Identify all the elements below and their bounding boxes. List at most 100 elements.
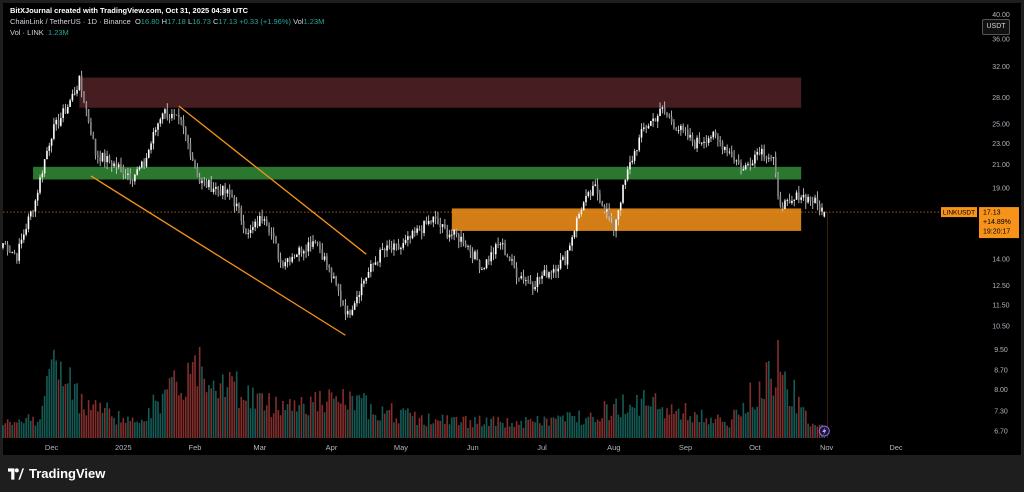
candle-body[interactable] — [143, 161, 145, 167]
candle-body[interactable] — [761, 148, 763, 155]
candle-body[interactable] — [798, 192, 800, 200]
candle-body[interactable] — [779, 196, 782, 206]
candle-body[interactable] — [27, 216, 30, 230]
candle-body[interactable] — [673, 121, 675, 129]
candle-body[interactable] — [16, 253, 18, 261]
candle-body[interactable] — [730, 151, 733, 157]
candle-body[interactable] — [36, 192, 39, 201]
candle-body[interactable] — [506, 254, 509, 258]
candle-body[interactable] — [145, 157, 148, 167]
candle-body[interactable] — [87, 109, 90, 122]
candle-body[interactable] — [219, 189, 222, 196]
candle-body[interactable] — [420, 230, 423, 233]
candle-body[interactable] — [247, 232, 250, 234]
candle-body[interactable] — [161, 113, 164, 120]
candle-body[interactable] — [522, 276, 525, 281]
candle-body[interactable] — [90, 121, 92, 135]
candle-body[interactable] — [719, 139, 722, 143]
candle-body[interactable] — [499, 244, 502, 246]
candle-body[interactable] — [564, 256, 566, 265]
candle-body[interactable] — [744, 165, 747, 170]
candle-body[interactable] — [638, 137, 641, 151]
candle-body[interactable] — [210, 180, 213, 193]
candle-body[interactable] — [388, 245, 391, 248]
candle-body[interactable] — [178, 115, 180, 118]
candle-body[interactable] — [437, 218, 439, 224]
candle-body[interactable] — [242, 220, 245, 230]
candle-body[interactable] — [127, 173, 129, 175]
candle-body[interactable] — [411, 230, 414, 239]
candle-body[interactable] — [166, 109, 169, 119]
candle-body[interactable] — [733, 156, 735, 161]
candle-body[interactable] — [78, 75, 81, 91]
candle-body[interactable] — [740, 162, 742, 171]
candle-body[interactable] — [141, 161, 143, 168]
candle-body[interactable] — [490, 252, 492, 262]
candle-body[interactable] — [520, 276, 523, 279]
candle-body[interactable] — [231, 194, 233, 198]
candle-body[interactable] — [462, 236, 465, 244]
candle-body[interactable] — [559, 259, 562, 269]
candle-body[interactable] — [821, 207, 823, 212]
candle-body[interactable] — [788, 200, 791, 204]
candle-body[interactable] — [291, 256, 294, 262]
candle-body[interactable] — [414, 230, 416, 233]
candle-body[interactable] — [527, 280, 529, 281]
candle-body[interactable] — [501, 243, 504, 245]
candle-body[interactable] — [157, 123, 159, 130]
candle-body[interactable] — [39, 177, 41, 193]
candle-body[interactable] — [571, 237, 573, 246]
candle-body[interactable] — [441, 224, 444, 227]
candle-body[interactable] — [802, 194, 805, 198]
candle-body[interactable] — [677, 130, 680, 131]
candle-body[interactable] — [270, 232, 273, 234]
candle-body[interactable] — [46, 150, 48, 160]
candle-body[interactable] — [358, 295, 361, 297]
candle-body[interactable] — [249, 229, 252, 233]
candle-body[interactable] — [710, 137, 712, 139]
candle-body[interactable] — [471, 252, 474, 260]
candle-body[interactable] — [201, 180, 203, 184]
candle-body[interactable] — [432, 216, 435, 223]
candle-body[interactable] — [781, 205, 784, 210]
candle-body[interactable] — [784, 200, 786, 210]
candle-body[interactable] — [168, 118, 171, 119]
candle-body[interactable] — [594, 184, 597, 186]
candle-body[interactable] — [342, 300, 344, 306]
candle-body[interactable] — [575, 218, 578, 232]
candle-body[interactable] — [32, 211, 34, 213]
candle-body[interactable] — [43, 159, 46, 174]
candle-body[interactable] — [18, 243, 21, 261]
candle-body[interactable] — [587, 192, 590, 197]
candle-body[interactable] — [293, 256, 296, 258]
candle-body[interactable] — [180, 117, 182, 120]
candle-body[interactable] — [476, 251, 479, 261]
candle-body[interactable] — [631, 160, 634, 163]
candle-body[interactable] — [767, 157, 770, 159]
candle-body[interactable] — [360, 283, 363, 296]
candle-body[interactable] — [633, 150, 636, 161]
candle-body[interactable] — [515, 267, 518, 278]
candle-body[interactable] — [640, 128, 643, 138]
candle-body[interactable] — [80, 75, 83, 92]
candle-body[interactable] — [474, 251, 476, 260]
candle-body[interactable] — [666, 112, 668, 116]
candle-body[interactable] — [668, 115, 671, 117]
candle-body[interactable] — [603, 205, 606, 212]
candle-body[interactable] — [409, 236, 411, 239]
candle-body[interactable] — [811, 200, 814, 203]
candle-body[interactable] — [196, 167, 199, 178]
candle-body[interactable] — [455, 229, 458, 235]
candle-body[interactable] — [134, 174, 136, 182]
candle-body[interactable] — [97, 155, 99, 157]
candle-body[interactable] — [337, 284, 340, 291]
candle-body[interactable] — [756, 151, 759, 155]
candle-body[interactable] — [659, 108, 661, 117]
candle-body[interactable] — [566, 250, 569, 265]
candle-body[interactable] — [208, 180, 210, 188]
candle-body[interactable] — [721, 142, 724, 150]
candle-body[interactable] — [675, 128, 678, 131]
candle-body[interactable] — [749, 163, 752, 166]
candle-body[interactable] — [689, 134, 691, 138]
candle-body[interactable] — [511, 259, 513, 261]
